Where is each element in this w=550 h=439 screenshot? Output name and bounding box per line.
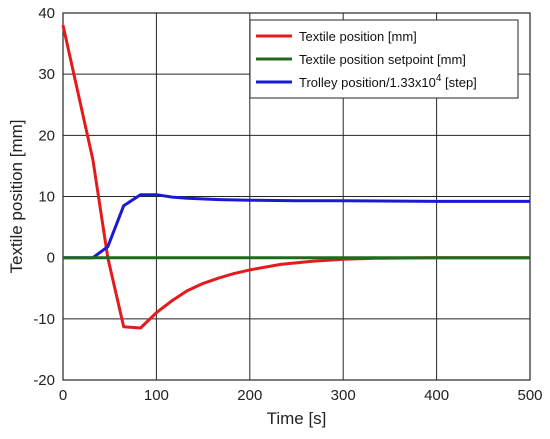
y-tick-label: 0: [47, 250, 55, 267]
x-tick-label: 0: [59, 387, 67, 404]
legend-label-trolley-exponent: 4: [436, 73, 442, 84]
series-group: [61, 24, 530, 330]
y-tick-label: 10: [38, 189, 55, 206]
legend-label-setpoint: Textile position setpoint [mm]: [299, 52, 466, 67]
x-tick-label: 200: [237, 387, 262, 404]
x-tick-label: 300: [331, 387, 356, 404]
x-axis-label: Time [s]: [267, 409, 327, 428]
legend-label-trolley-main: Trolley position/1.33x10: [299, 75, 436, 90]
legend-label-trolley-suffix: [step]: [441, 75, 476, 90]
plot-frame: [62, 12, 531, 381]
legend-box: [249, 19, 519, 99]
legend-label-trolley-position: Trolley position/1.33x104 [step]: [299, 73, 477, 90]
x-tick-label: 400: [424, 387, 449, 404]
y-tick-label: -10: [33, 311, 55, 328]
y-tick-label: 30: [38, 66, 55, 83]
legend: Textile position [mm] Textile position s…: [249, 19, 519, 99]
y-tick-label: -20: [33, 372, 55, 389]
y-tick-label: 40: [38, 5, 55, 22]
series-trolley-position: [63, 193, 530, 260]
y-tick-label: 20: [38, 127, 55, 144]
legend-label-textile-position: Textile position [mm]: [299, 29, 417, 44]
x-tick-label: 100: [144, 387, 169, 404]
y-axis-label: Textile position [mm]: [7, 120, 26, 274]
x-tick-label: 500: [517, 387, 542, 404]
tick-labels: 0 100 200 300 400 500 -20 -10 0 10 20 30 40: [33, 5, 542, 404]
